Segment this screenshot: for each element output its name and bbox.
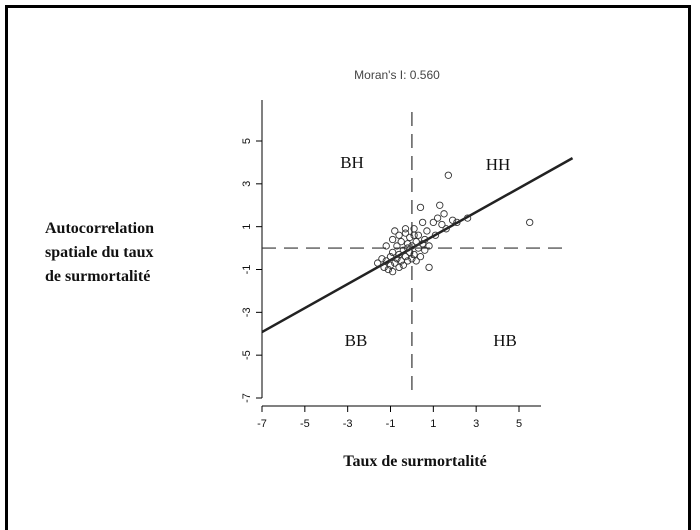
data-point (382, 242, 390, 250)
data-point (453, 218, 461, 227)
data-point (448, 216, 457, 224)
data-point (416, 252, 425, 261)
y-axis-ticks: -7 -5 -3 -1 1 3 5 (241, 138, 262, 403)
data-point (416, 203, 425, 212)
data-point (418, 218, 427, 227)
data-point (438, 220, 446, 229)
data-point (391, 227, 399, 235)
quadrant-label-hh: HH (486, 155, 511, 174)
data-point (395, 250, 403, 259)
data-point (412, 257, 420, 265)
data-points (373, 171, 534, 276)
data-point (425, 263, 433, 272)
y-axis-label: Autocorrelation spatiale du taux de surm… (45, 217, 215, 289)
data-point (401, 225, 410, 233)
data-point (393, 242, 401, 250)
data-point (406, 248, 414, 257)
data-point (395, 231, 403, 239)
data-point (382, 257, 390, 265)
data-point (384, 265, 393, 274)
data-point (431, 231, 440, 239)
x-tick-label: -3 (343, 418, 353, 430)
data-point (408, 255, 416, 263)
data-point (406, 233, 414, 242)
x-tick-label: -7 (257, 418, 267, 430)
y-axis-label-line: Autocorrelation (45, 220, 155, 237)
plot-axes (261, 100, 541, 407)
quadrant-label-hb: HB (493, 331, 517, 350)
figure-border (5, 5, 691, 530)
data-point (444, 171, 452, 179)
data-point (399, 246, 407, 254)
data-point (433, 214, 442, 222)
y-axis-label-line: de surmortalité (45, 268, 151, 285)
y-tick-label: -3 (241, 307, 253, 317)
quadrant-label-bh: BH (340, 153, 364, 172)
data-point (410, 250, 418, 259)
data-point (410, 231, 418, 239)
x-tick-label: 5 (516, 418, 522, 430)
quadrant-label-bb: BB (345, 331, 368, 350)
data-point (401, 252, 410, 261)
data-point (414, 231, 422, 239)
x-tick-label: -1 (386, 418, 396, 430)
data-point (403, 240, 412, 248)
data-point (425, 242, 433, 250)
data-point (393, 255, 401, 263)
data-point (429, 218, 437, 227)
y-tick-label: 5 (241, 138, 253, 144)
data-point (399, 261, 407, 269)
data-point (395, 263, 403, 272)
data-point (388, 248, 397, 257)
x-tick-label: 3 (473, 418, 479, 430)
data-point (397, 238, 405, 246)
x-tick-label: -5 (300, 418, 310, 430)
data-point (418, 240, 427, 248)
x-axis-ticks: -7 -5 -3 -1 1 3 5 (257, 406, 522, 430)
data-point (388, 235, 397, 244)
data-point (386, 261, 395, 269)
data-point (423, 227, 431, 235)
x-tick-label: 1 (430, 418, 436, 430)
y-axis-label-line: spatiale du taux (45, 244, 154, 261)
reference-lines (262, 112, 567, 398)
y-tick-label: -7 (241, 393, 253, 403)
data-point (391, 259, 399, 267)
data-point (526, 218, 534, 227)
data-point (442, 225, 450, 233)
data-point (414, 244, 422, 252)
data-point (373, 259, 382, 267)
data-point (412, 238, 420, 246)
data-point (440, 210, 448, 218)
data-point (403, 257, 412, 265)
data-point (421, 246, 429, 254)
chart-title: Moran's I: 0.560 (354, 68, 440, 82)
data-point (436, 201, 444, 209)
data-point (386, 252, 395, 261)
y-tick-label: 3 (241, 181, 253, 187)
y-tick-label: -1 (241, 265, 253, 275)
data-point (408, 242, 416, 250)
y-tick-label: -5 (241, 350, 253, 360)
y-tick-label: 1 (241, 224, 253, 230)
data-point (421, 235, 429, 244)
x-axis-label: Taux de surmortalité (343, 453, 487, 470)
data-point (378, 255, 386, 263)
data-point (380, 263, 388, 272)
data-point (388, 267, 397, 276)
data-point (401, 229, 410, 237)
data-point (463, 214, 472, 222)
data-point (403, 244, 412, 252)
